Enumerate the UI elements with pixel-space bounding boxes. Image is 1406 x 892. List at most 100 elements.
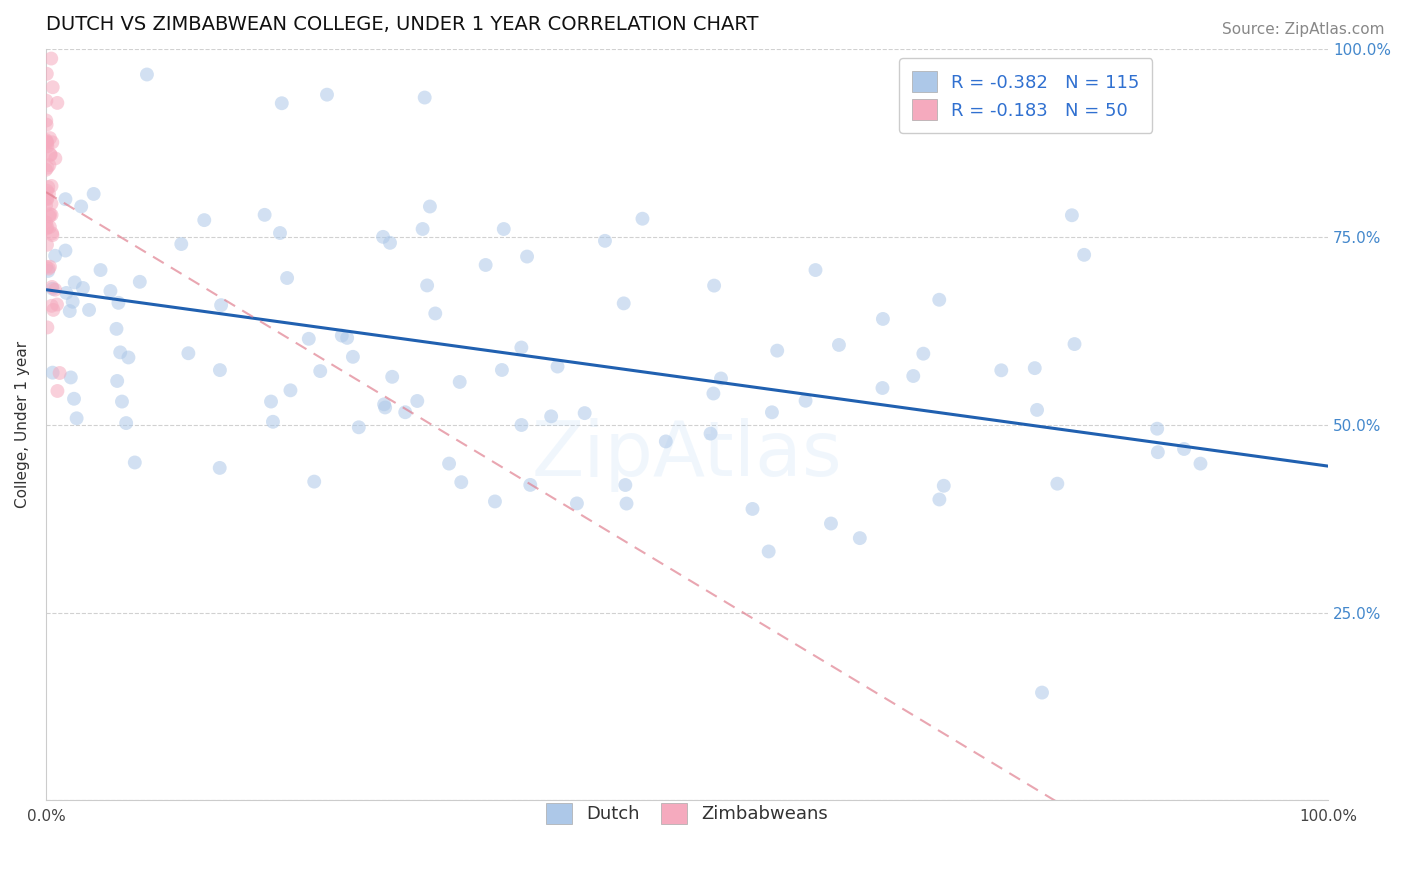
Point: [108, 345, 131, 359]
Point: [1063, 337, 1085, 351]
Point: [758, 544, 780, 558]
Point: [374, 401, 396, 415]
Point: [55, 244, 77, 258]
Point: [574, 406, 596, 420]
Point: [70, 199, 93, 213]
Point: [269, 226, 291, 240]
Point: [932, 479, 955, 493]
Point: [912, 346, 935, 360]
Point: [111, 394, 134, 409]
Point: [35, 260, 58, 274]
Point: [540, 409, 562, 424]
Point: [35, 135, 58, 149]
Text: Source: ZipAtlas.com: Source: ZipAtlas.com: [1222, 22, 1385, 37]
Point: [262, 415, 284, 429]
Point: [39, 260, 62, 274]
Point: [484, 494, 506, 508]
Point: [371, 230, 394, 244]
Point: [416, 278, 439, 293]
Point: [35, 162, 58, 177]
Point: [872, 312, 894, 326]
Point: [107, 296, 129, 310]
Point: [330, 328, 353, 343]
Point: [65, 411, 87, 425]
Point: [406, 394, 429, 409]
Point: [1073, 248, 1095, 262]
Point: [449, 375, 471, 389]
Point: [37, 264, 59, 278]
Point: [41, 366, 63, 380]
Point: [450, 475, 472, 490]
Point: [761, 405, 783, 419]
Y-axis label: College, Under 1 year: College, Under 1 year: [15, 342, 30, 508]
Point: [48, 366, 70, 380]
Point: [425, 306, 447, 320]
Point: [492, 222, 515, 236]
Point: [177, 346, 200, 360]
Point: [613, 296, 636, 310]
Point: [928, 492, 950, 507]
Point: [342, 350, 364, 364]
Point: [298, 332, 321, 346]
Point: [105, 322, 128, 336]
Point: [336, 331, 359, 345]
Point: [55, 192, 77, 206]
Point: [1189, 457, 1212, 471]
Point: [413, 90, 436, 104]
Point: [766, 343, 789, 358]
Point: [990, 363, 1012, 377]
Point: [44, 283, 66, 297]
Point: [55, 285, 77, 300]
Point: [46, 95, 69, 110]
Point: [37, 192, 59, 206]
Point: [62, 294, 84, 309]
Point: [35, 118, 58, 132]
Point: [1046, 476, 1069, 491]
Point: [565, 496, 588, 510]
Point: [35, 215, 58, 229]
Point: [39, 148, 62, 162]
Point: [41, 227, 63, 241]
Point: [46, 297, 69, 311]
Point: [41, 282, 63, 296]
Text: DUTCH VS ZIMBABWEAN COLLEGE, UNDER 1 YEAR CORRELATION CHART: DUTCH VS ZIMBABWEAN COLLEGE, UNDER 1 YEA…: [46, 15, 758, 34]
Point: [828, 338, 851, 352]
Point: [72, 281, 94, 295]
Point: [347, 420, 370, 434]
Point: [37, 136, 59, 150]
Point: [115, 416, 138, 430]
Point: [593, 234, 616, 248]
Point: [117, 351, 139, 365]
Point: [100, 284, 122, 298]
Point: [41, 178, 63, 193]
Text: ZipAtlas: ZipAtlas: [531, 417, 842, 491]
Point: [1031, 685, 1053, 699]
Point: [77, 302, 100, 317]
Point: [270, 96, 292, 111]
Point: [794, 393, 817, 408]
Point: [37, 220, 59, 235]
Point: [44, 152, 66, 166]
Point: [63, 392, 86, 406]
Point: [37, 180, 59, 194]
Point: [491, 363, 513, 377]
Point: [193, 213, 215, 227]
Point: [516, 250, 538, 264]
Point: [42, 302, 65, 317]
Point: [804, 263, 827, 277]
Point: [1026, 403, 1049, 417]
Point: [39, 52, 62, 66]
Point: [1146, 422, 1168, 436]
Point: [35, 221, 58, 235]
Point: [38, 261, 60, 276]
Point: [394, 405, 416, 419]
Point: [316, 87, 339, 102]
Point: [631, 211, 654, 226]
Point: [35, 184, 58, 198]
Point: [136, 68, 159, 82]
Point: [170, 237, 193, 252]
Point: [46, 384, 69, 398]
Point: [35, 94, 58, 108]
Point: [124, 455, 146, 469]
Point: [699, 426, 721, 441]
